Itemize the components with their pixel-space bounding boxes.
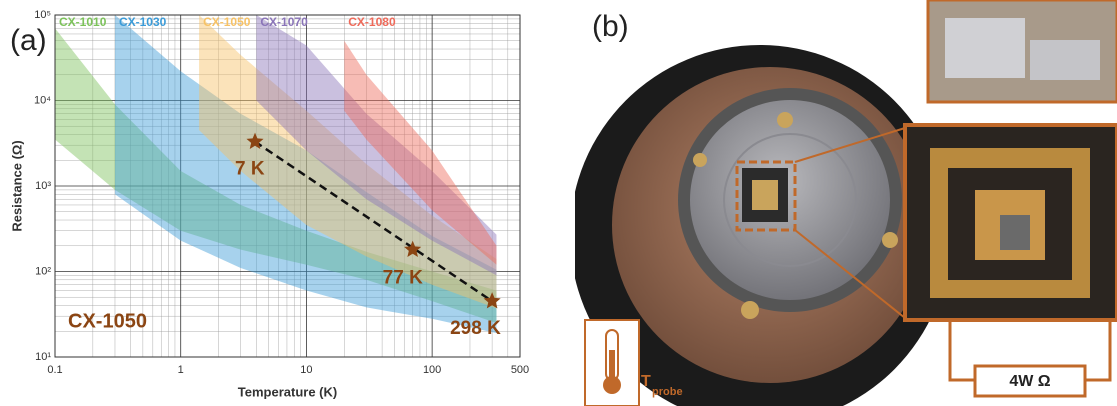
trend-line <box>254 140 493 303</box>
band <box>114 15 497 334</box>
plot-frame <box>54 14 521 358</box>
holder-body <box>945 18 1025 78</box>
x-tick-label: 500 <box>511 364 529 376</box>
point-label: 7 K <box>235 159 265 180</box>
holder-body <box>1030 40 1100 80</box>
screw <box>882 232 898 248</box>
marker <box>246 132 264 149</box>
zoom-line <box>794 127 906 163</box>
legend-label: CX-1080 <box>348 15 396 29</box>
y-tick-label: 10² <box>35 265 51 277</box>
wire <box>1085 320 1112 382</box>
zoom-line <box>794 229 906 319</box>
band <box>256 15 497 276</box>
wire <box>948 320 975 382</box>
photo-b: 4W Ω T probe <box>575 0 1117 406</box>
point-label: 77 K <box>383 268 423 289</box>
marker <box>404 240 422 257</box>
band <box>55 28 497 323</box>
x-axis-title: Temperature (K) <box>238 384 337 399</box>
probe-subscript: probe <box>652 386 683 398</box>
point-label: 298 K <box>450 318 501 339</box>
meter-label: 4W Ω <box>1009 373 1050 390</box>
sensor <box>1000 215 1030 250</box>
y-tick-label: 10³ <box>35 180 51 192</box>
chart-a: 0.1 1 10 100 500 10¹ 10² 10³ 10⁴ 10⁵ CX-1010 CX-103… <box>9 9 529 400</box>
steel-plate <box>690 100 890 300</box>
x-tick-label: 1 <box>178 364 184 376</box>
zoom-box <box>735 160 797 232</box>
panel-label: (a) <box>10 24 47 57</box>
y-tick-label: 10⁴ <box>34 94 51 106</box>
probe-label: T <box>641 373 651 390</box>
y-tick-label: 10⁵ <box>34 9 51 21</box>
x-tick-label: 0.1 <box>47 364 62 376</box>
panel-label: (b) <box>592 10 629 43</box>
thermometer-fluid <box>609 350 615 382</box>
annotation: CX-1050 <box>68 310 147 332</box>
legend-label: CX-1030 <box>119 15 167 29</box>
screw <box>741 301 759 319</box>
band <box>344 40 497 265</box>
legend-label: CX-1070 <box>260 15 308 29</box>
screw <box>777 112 793 128</box>
legend-label: CX-1050 <box>203 15 251 29</box>
band <box>199 15 497 309</box>
chip <box>752 180 778 210</box>
y-axis-title: Resistance (Ω) <box>9 140 24 231</box>
screw <box>693 153 707 167</box>
x-tick-label: 10 <box>300 364 312 376</box>
marker <box>483 292 501 309</box>
x-tick-label: 100 <box>423 364 441 376</box>
y-tick-label: 10¹ <box>35 351 51 363</box>
legend-label: CX-1010 <box>59 15 107 29</box>
meter-box <box>973 364 1087 398</box>
grid <box>54 14 521 358</box>
plate-ring <box>723 133 857 267</box>
thermometer-bulb <box>603 376 621 394</box>
